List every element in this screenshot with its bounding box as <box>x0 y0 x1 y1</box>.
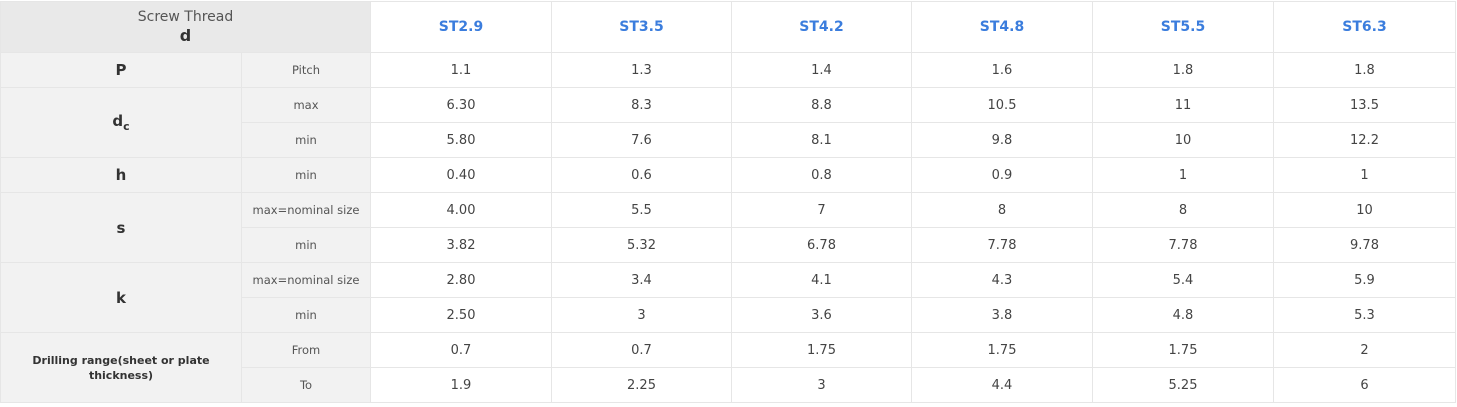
value-cell: 8.8 <box>731 87 912 123</box>
value-cell: 5.32 <box>551 227 732 263</box>
symbol-p: P <box>0 52 242 88</box>
sub-label: min <box>241 227 371 263</box>
value-cell: 3 <box>731 367 912 403</box>
value-cell: 1 <box>1273 157 1456 193</box>
value-cell: 5.9 <box>1273 262 1456 298</box>
value-cell: 1.1 <box>370 52 552 88</box>
size-header: ST6.3 <box>1273 1 1456 53</box>
value-cell: 4.3 <box>911 262 1093 298</box>
value-cell: 7.78 <box>911 227 1093 263</box>
value-cell: 0.9 <box>911 157 1093 193</box>
symbol-subscript-c: c <box>123 120 130 133</box>
value-cell: 10.5 <box>911 87 1093 123</box>
size-header: ST4.2 <box>731 1 912 53</box>
size-header: ST3.5 <box>551 1 732 53</box>
value-cell: 2.25 <box>551 367 732 403</box>
value-cell: 1.75 <box>1092 332 1274 368</box>
table-row: To 1.9 2.25 3 4.4 5.25 6 <box>1 367 1456 403</box>
symbol-dc: dc <box>0 87 242 158</box>
value-cell: 1.9 <box>370 367 552 403</box>
value-cell: 1.3 <box>551 52 732 88</box>
value-cell: 3 <box>551 297 732 333</box>
value-cell: 1.8 <box>1092 52 1274 88</box>
value-cell: 4.8 <box>1092 297 1274 333</box>
value-cell: 3.82 <box>370 227 552 263</box>
value-cell: 6.30 <box>370 87 552 123</box>
value-cell: 6 <box>1273 367 1456 403</box>
value-cell: 11 <box>1092 87 1274 123</box>
value-cell: 8 <box>911 192 1093 228</box>
value-cell: 1 <box>1092 157 1274 193</box>
value-cell: 2 <box>1273 332 1456 368</box>
value-cell: 2.50 <box>370 297 552 333</box>
value-cell: 9.8 <box>911 122 1093 158</box>
value-cell: 10 <box>1273 192 1456 228</box>
value-cell: 1.75 <box>731 332 912 368</box>
value-cell: 5.5 <box>551 192 732 228</box>
header-row: Screw Thread d ST2.9 ST3.5 ST4.2 ST4.8 S… <box>0 1 1456 53</box>
symbol-d: d <box>112 112 124 130</box>
value-cell: 12.2 <box>1273 122 1456 158</box>
size-header: ST4.8 <box>911 1 1093 53</box>
sub-label: To <box>241 367 371 403</box>
value-cell: 8.3 <box>551 87 732 123</box>
value-cell: 8 <box>1092 192 1274 228</box>
table-row: k max=nominal size 2.80 3.4 4.1 4.3 5.4 … <box>0 262 1456 333</box>
value-cell: 0.40 <box>370 157 552 193</box>
table-row: dc max 6.30 8.3 8.8 10.5 11 13.5 <box>0 87 1456 158</box>
value-cell: 4.1 <box>731 262 912 298</box>
d-label: d <box>179 25 192 45</box>
sub-label: max=nominal size <box>241 262 371 298</box>
value-cell: 1.75 <box>911 332 1093 368</box>
value-cell: 8.1 <box>731 122 912 158</box>
table-row: h min 0.40 0.6 0.8 0.9 1 1 <box>0 157 1456 193</box>
table-row: Drilling range(sheet or plate thickness)… <box>0 332 1456 403</box>
value-cell: 3.4 <box>551 262 732 298</box>
value-cell: 7 <box>731 192 912 228</box>
value-cell: 1.8 <box>1273 52 1456 88</box>
sub-label: From <box>241 332 371 368</box>
sub-label: min <box>241 297 371 333</box>
symbol-h: h <box>0 157 242 193</box>
value-cell: 5.4 <box>1092 262 1274 298</box>
value-cell: 5.3 <box>1273 297 1456 333</box>
drilling-range-label: Drilling range(sheet or plate thickness) <box>0 332 242 403</box>
value-cell: 9.78 <box>1273 227 1456 263</box>
value-cell: 5.25 <box>1092 367 1274 403</box>
value-cell: 1.4 <box>731 52 912 88</box>
value-cell: 7.78 <box>1092 227 1274 263</box>
value-cell: 0.7 <box>370 332 552 368</box>
value-cell: 4.4 <box>911 367 1093 403</box>
value-cell: 0.7 <box>551 332 732 368</box>
table-row: P Pitch 1.1 1.3 1.4 1.6 1.8 1.8 <box>0 52 1456 88</box>
value-cell: 3.6 <box>731 297 912 333</box>
value-cell: 0.8 <box>731 157 912 193</box>
sub-label: max <box>241 87 371 123</box>
value-cell: 5.80 <box>370 122 552 158</box>
sub-label: max=nominal size <box>241 192 371 228</box>
screw-thread-label: Screw Thread <box>137 8 234 25</box>
table-row: min 5.80 7.6 8.1 9.8 10 12.2 <box>1 122 1456 158</box>
sub-label: min <box>241 122 371 158</box>
value-cell: 1.6 <box>911 52 1093 88</box>
sub-label: min <box>241 157 371 193</box>
value-cell: 2.80 <box>370 262 552 298</box>
table-row: s max=nominal size 4.00 5.5 7 8 8 10 <box>0 192 1456 263</box>
table-row: min 2.50 3 3.6 3.8 4.8 5.3 <box>1 297 1456 333</box>
value-cell: 0.6 <box>551 157 732 193</box>
size-header: ST5.5 <box>1092 1 1274 53</box>
symbol-k: k <box>0 262 242 333</box>
value-cell: 10 <box>1092 122 1274 158</box>
corner-header: Screw Thread d <box>0 1 371 53</box>
sub-label: Pitch <box>241 52 371 88</box>
size-header: ST2.9 <box>370 1 552 53</box>
value-cell: 7.6 <box>551 122 732 158</box>
value-cell: 6.78 <box>731 227 912 263</box>
value-cell: 13.5 <box>1273 87 1456 123</box>
value-cell: 3.8 <box>911 297 1093 333</box>
symbol-s: s <box>0 192 242 263</box>
table-row: min 3.82 5.32 6.78 7.78 7.78 9.78 <box>1 227 1456 263</box>
value-cell: 4.00 <box>370 192 552 228</box>
